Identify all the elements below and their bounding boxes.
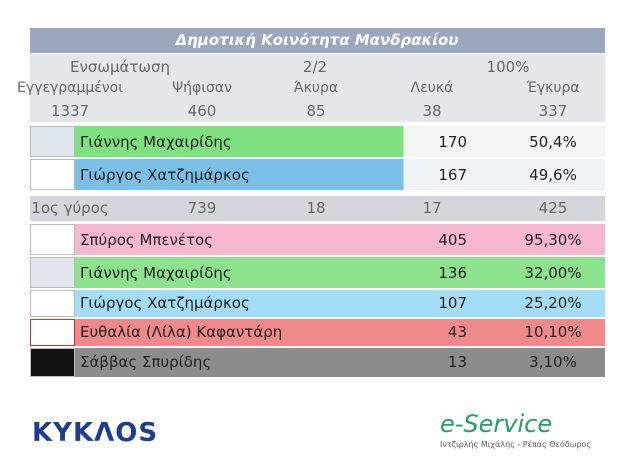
total-value: 85 [306,102,326,120]
summary-counted: 2/2 [302,58,328,76]
candidate-percent: 3,10% [529,353,577,371]
candidate-name: Γιάννης Μαχαιρίδης [80,133,232,151]
candidate-votes: 13 [447,353,467,371]
total-value: 460 [187,102,217,120]
summary-percent: 100% [486,58,530,76]
candidate-votes: 405 [438,231,467,249]
credits: Ιντζιρλής Μιχάλης - Ρέπας Θεόδωρος [440,440,592,449]
runoff-row [30,159,605,190]
logo [30,290,75,317]
column-header: Ψήφισαν [172,80,232,96]
first-round-value: 18 [306,199,326,217]
candidate-percent: 10,10% [524,323,582,341]
candidate-votes: 136 [438,264,467,282]
candidate-votes: 167 [438,166,467,184]
runoff-row [30,126,605,157]
candidate-name: Γιώργος Χατζημάρκος [80,294,250,312]
candidate-name: Σάββας Σπυρίδης [80,353,212,371]
logo [30,224,75,255]
logo [30,159,75,190]
candidate-name: Σπύρος Μπενέτος [80,231,214,249]
candidate-row [30,257,605,288]
logo [30,257,75,288]
candidate-percent: 25,20% [524,294,582,312]
candidate-votes: 107 [438,294,467,312]
column-header: Λευκά [410,80,454,96]
first-round-value: 425 [538,199,568,217]
candidate-votes: 170 [438,133,467,151]
candidate-name: Γιώργος Χατζημάρκος [80,166,250,184]
candidate-row [30,319,605,346]
logo [30,348,75,377]
title: Δημοτική Κοινότητα Μανδρακίου [175,31,459,49]
first-round-value: 739 [187,199,217,217]
logo [30,126,75,157]
first-round-label: 1ος γύρος [31,199,109,217]
brand-logo: ΚΥΚΛΟS [32,418,159,448]
summary-label: Ενσωμάτωση [70,58,170,76]
service-logo: e-Service [440,410,553,438]
logo [30,319,75,346]
title-bar [30,28,605,53]
candidate-votes: 43 [447,323,467,341]
candidate-row [30,224,605,255]
candidate-name: Ευθαλία (Λίλα) Καφαντάρη [80,323,283,341]
total-value: 38 [422,102,442,120]
candidate-percent: 50,4% [529,133,577,151]
column-header: Εγγεγραμμένοι [17,80,123,96]
total-value: 1337 [50,102,90,120]
candidate-name: Γιάννης Μαχαιρίδης [80,264,232,282]
column-header: Έγκυρα [526,80,580,96]
summary-block [30,54,605,122]
candidate-percent: 95,30% [524,231,582,249]
first-round-value: 17 [422,199,442,217]
candidate-percent: 32,00% [524,264,582,282]
candidate-row [30,290,605,317]
column-header: Άκυρα [293,80,339,96]
candidate-row [30,348,605,377]
first-round-row [30,196,605,221]
candidate-percent: 49,6% [529,166,577,184]
total-value: 337 [538,102,568,120]
